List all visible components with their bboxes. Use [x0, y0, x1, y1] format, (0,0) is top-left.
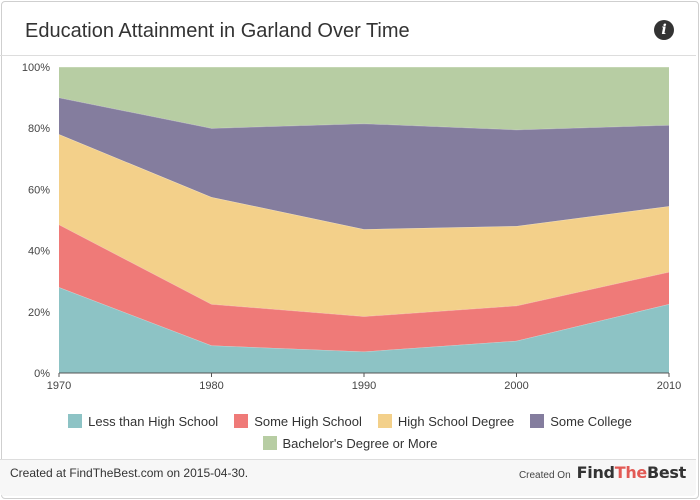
header-divider: [0, 55, 696, 56]
x-tick-label: 1970: [47, 380, 71, 392]
area-series-3[interactable]: [59, 97, 669, 230]
legend-row-2: Bachelor's Degree or More: [0, 432, 700, 454]
legend-label: Some College: [550, 413, 632, 429]
legend-swatch: [377, 414, 392, 428]
legend-swatch: [68, 414, 83, 428]
y-axis: 0% 20% 40% 60% 80% 100%: [22, 62, 50, 380]
area-series-0[interactable]: [59, 287, 669, 373]
y-tick-label: 80%: [28, 123, 50, 135]
legend-swatch: [262, 436, 277, 450]
x-tick-label: 2010: [657, 380, 681, 392]
area-series-1[interactable]: [59, 224, 669, 352]
y-tick-label: 40%: [28, 246, 50, 258]
created-on-label: Created On: [518, 470, 571, 481]
y-tick-label: 100%: [22, 62, 50, 74]
info-icon[interactable]: i: [654, 20, 674, 40]
legend-swatch: [234, 414, 249, 428]
area-layer: [58, 66, 670, 373]
area-series-2[interactable]: [59, 134, 669, 317]
x-axis: 1970 1980 1990 2000 2010: [47, 372, 681, 392]
legend: Less than High School Some High School H…: [0, 410, 700, 454]
y-tick-label: 0%: [34, 368, 50, 380]
legend-label: Some High School: [254, 413, 362, 429]
x-tick-label: 1990: [352, 380, 376, 392]
findthebest-logo: FindTheBest: [576, 463, 687, 482]
y-tick-label: 60%: [28, 184, 50, 196]
legend-item-some-college[interactable]: Some College: [530, 414, 632, 429]
legend-label: Less than High School: [88, 413, 219, 429]
legend-item-high-school-degree[interactable]: High School Degree: [377, 413, 515, 429]
footer: [0, 460, 696, 496]
created-at-text: Created at FindTheBest.com on 2015-04-30…: [10, 466, 249, 480]
chart-title: Education Attainment in Garland Over Tim…: [25, 20, 410, 42]
legend-label: Bachelor's Degree or More: [282, 435, 438, 451]
legend-item-bachelors-degree[interactable]: Bachelor's Degree or More: [262, 435, 438, 451]
brand-badge[interactable]: Created On FindTheBest: [519, 463, 686, 482]
footer-divider: [0, 459, 696, 460]
area-series-4[interactable]: [59, 67, 669, 130]
x-tick-label: 2000: [504, 380, 528, 392]
legend-swatch: [530, 414, 545, 428]
legend-item-less-than-high-school[interactable]: Less than High School: [68, 414, 218, 429]
legend-item-some-high-school[interactable]: Some High School: [234, 414, 362, 429]
x-tick-label: 1980: [199, 380, 223, 392]
y-tick-label: 20%: [28, 307, 50, 319]
legend-label: High School Degree: [397, 413, 515, 429]
legend-row-1: Less than High School Some High School H…: [0, 410, 700, 432]
